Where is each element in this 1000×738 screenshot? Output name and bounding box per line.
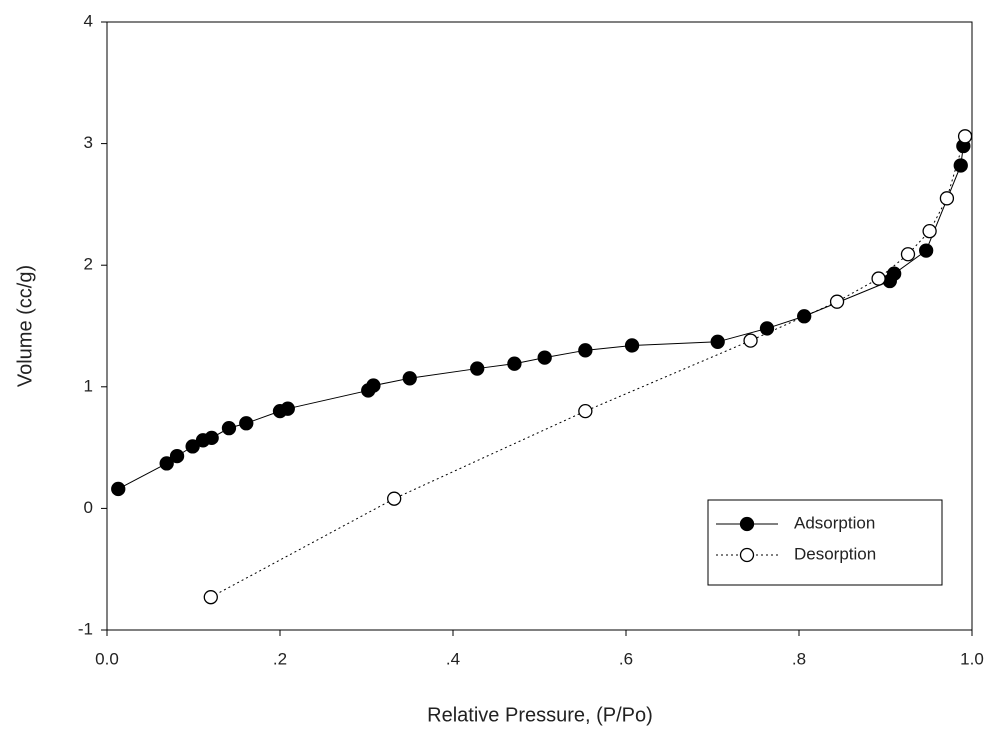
data-point <box>940 192 953 205</box>
data-point <box>538 351 551 364</box>
data-point <box>923 225 936 238</box>
data-point <box>831 295 844 308</box>
data-point <box>222 422 235 435</box>
x-tick-label: 0.0 <box>95 649 119 668</box>
y-tick-label: 4 <box>84 11 93 30</box>
legend-label: Desorption <box>794 544 876 563</box>
series-line <box>118 146 963 489</box>
data-point <box>626 339 639 352</box>
y-tick-label: 3 <box>84 133 93 152</box>
y-tick-label: 2 <box>84 255 93 274</box>
data-point <box>281 402 294 415</box>
legend-marker <box>741 518 754 531</box>
data-point <box>920 244 933 257</box>
data-point <box>744 334 757 347</box>
data-point <box>508 357 521 370</box>
data-point <box>579 344 592 357</box>
y-tick-label: 1 <box>84 376 93 395</box>
x-tick-label: .8 <box>792 649 806 668</box>
data-point <box>205 431 218 444</box>
legend-marker <box>741 549 754 562</box>
data-point <box>901 248 914 261</box>
data-point <box>872 272 885 285</box>
data-point <box>579 405 592 418</box>
data-point <box>388 492 401 505</box>
data-point <box>367 379 380 392</box>
data-point <box>959 130 972 143</box>
y-tick-label: 0 <box>84 498 93 517</box>
x-tick-label: .2 <box>273 649 287 668</box>
data-point <box>471 362 484 375</box>
legend-label: Adsorption <box>794 513 875 532</box>
data-point <box>112 482 125 495</box>
chart: Relative Pressure, (P/Po) Volume (cc/g) … <box>0 0 1000 738</box>
x-tick-label: 1.0 <box>960 649 984 668</box>
data-point <box>171 450 184 463</box>
data-point <box>240 417 253 430</box>
x-tick-label: .6 <box>619 649 633 668</box>
x-axis-title: Relative Pressure, (P/Po) <box>427 704 653 726</box>
data-point <box>403 372 416 385</box>
data-point <box>204 591 217 604</box>
y-tick-label: -1 <box>78 619 93 638</box>
x-tick-label: .4 <box>446 649 460 668</box>
y-axis-title: Volume (cc/g) <box>14 265 36 387</box>
data-point <box>711 335 724 348</box>
data-point <box>888 267 901 280</box>
